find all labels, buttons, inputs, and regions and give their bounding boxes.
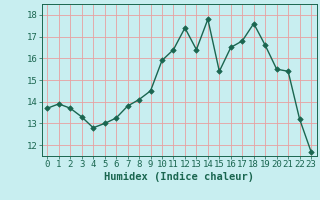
X-axis label: Humidex (Indice chaleur): Humidex (Indice chaleur) (104, 172, 254, 182)
